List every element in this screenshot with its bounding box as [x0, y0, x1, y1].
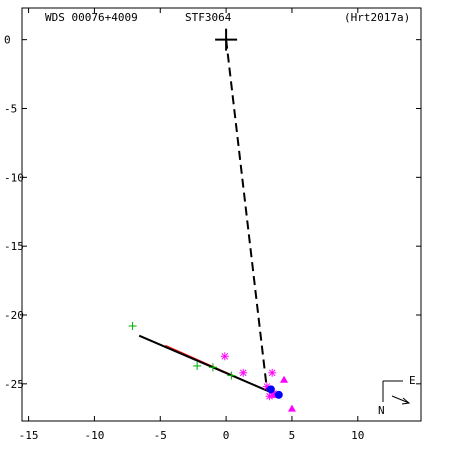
- dashed-line-to-primary: [225, 39, 268, 390]
- orbit-line: [138, 334, 281, 398]
- reference-label: (Hrt2017a): [344, 11, 410, 24]
- circle-marker: [266, 385, 275, 394]
- x-tick-label: 0: [223, 429, 230, 442]
- asterisk-marker-d2: [221, 352, 229, 360]
- asterisk-marker: [239, 368, 248, 377]
- y-tick-label: -10: [4, 171, 24, 184]
- y-tick-label: -5: [4, 102, 17, 115]
- tick-marks: [22, 8, 421, 421]
- asterisk-marker-d2: [239, 369, 247, 377]
- x-tick-label: 10: [351, 429, 364, 442]
- circle-marker: [274, 390, 283, 399]
- motion-arrow: [391, 395, 410, 404]
- observation-markers: [128, 322, 296, 412]
- plot-frame: [21, 7, 422, 422]
- discoverer-label: STF3064: [185, 11, 232, 24]
- plus-marker: [128, 322, 137, 331]
- y-tick-label: 0: [4, 34, 11, 47]
- triangle-marker: [280, 375, 289, 383]
- motion-arrow-head: [401, 397, 411, 405]
- compass: E N: [378, 374, 416, 417]
- asterisk-marker: [265, 392, 274, 401]
- y-tick-label: -20: [4, 309, 24, 322]
- y-tick-label: -25: [4, 378, 24, 391]
- compass-east-label: E: [409, 374, 416, 387]
- asterisk-marker-d2: [263, 383, 271, 390]
- orbit-lines: [138, 28, 281, 398]
- y-tick-label: -15: [4, 240, 24, 253]
- asterisk-marker: [268, 368, 277, 377]
- x-tick-label: -10: [84, 429, 104, 442]
- x-tick-label: -15: [19, 429, 39, 442]
- plus-marker: [227, 371, 236, 380]
- asterisk-marker: [220, 352, 229, 361]
- asterisk-marker-d2: [266, 392, 273, 400]
- plus-marker: [208, 363, 217, 372]
- x-tick-label: 5: [289, 429, 296, 442]
- asterisk-marker-d2: [268, 369, 276, 377]
- y-tick-labels: 0 -5 -10 -15 -20 -25: [4, 34, 24, 391]
- plus-marker: [193, 361, 202, 370]
- x-tick-labels: -15 -10 -5 0 5 10: [19, 429, 365, 442]
- compass-north-label: N: [378, 404, 385, 417]
- wds-id-label: WDS 00076+4009: [45, 11, 138, 24]
- triangle-marker: [287, 404, 296, 412]
- x-tick-label: -5: [154, 429, 167, 442]
